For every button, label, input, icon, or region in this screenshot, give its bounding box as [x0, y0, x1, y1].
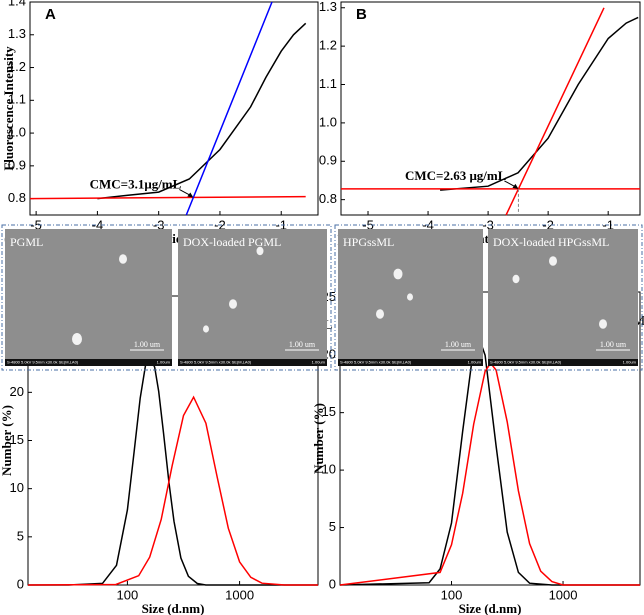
y-axis-label: Fluorescence Intensity: [1, 46, 16, 171]
y-tick-label: 1.2: [319, 38, 337, 53]
info-scale: 1.00um: [312, 360, 326, 365]
y-tick-label: 20: [10, 384, 24, 399]
image-caption: PGML: [10, 235, 43, 249]
plot-frame: [340, 1, 641, 216]
y-tick-label: 5: [17, 528, 24, 543]
y-tick-label: 10: [322, 462, 336, 477]
x-tick-label: 100: [441, 587, 463, 602]
image-caption: HPGssML: [343, 235, 394, 249]
x-tick-label: -4: [92, 217, 104, 232]
info-strip: [488, 359, 638, 366]
x-axis-label: Size (d.nm): [142, 601, 205, 615]
y-tick-label: 10: [10, 480, 24, 495]
particle: [72, 333, 82, 345]
y-tick-label: 15: [322, 404, 336, 419]
info-strip: [338, 359, 483, 366]
y-tick-label: 0: [17, 576, 24, 591]
series-line: [97, 22, 307, 200]
micrograph: [178, 229, 327, 366]
panel-border: [334, 224, 643, 371]
series-line: [440, 16, 639, 191]
annotation: CMC=3.1μg/mL: [90, 176, 182, 191]
info-scale: 1.00um: [623, 360, 637, 365]
plot-frame: [29, 1, 319, 216]
series-line: [505, 7, 605, 216]
x-tick-label: 1000: [549, 587, 578, 602]
info-strip: [178, 359, 327, 366]
y-tick-label: 1.1: [8, 92, 26, 107]
series-line: [29, 195, 306, 200]
arrow-head: [512, 183, 519, 189]
info-scale: 1.00um: [157, 360, 171, 365]
arrow-head: [187, 192, 194, 198]
series-line: [339, 334, 640, 586]
particle: [119, 254, 127, 264]
panel-border: [1, 224, 332, 371]
info-text: S-4800 5.0kV 9.5mm x30.0k SE(M,LA0): [490, 360, 562, 365]
x-tick-label: 100: [117, 587, 139, 602]
scale-bar-label: 1.00 um: [289, 340, 316, 349]
particle: [549, 256, 557, 266]
series-line: [27, 395, 318, 586]
y-tick-label: 0.9: [319, 153, 337, 168]
y-tick-label: 0.9: [8, 157, 26, 172]
particle: [407, 293, 413, 301]
x-tick-label: -5: [30, 217, 42, 232]
particle: [203, 325, 209, 333]
particle: [393, 268, 403, 280]
particle: [512, 274, 520, 284]
y-tick-label: 1.0: [319, 114, 337, 129]
series-line: [28, 353, 318, 586]
particle: [229, 299, 237, 309]
scale-bar-label: 1.00 um: [134, 340, 161, 349]
y-axis-label: Number (%): [311, 403, 326, 474]
info-text: S-4800 5.0kV 9.5mm x30.0k SE(M,LA0): [7, 360, 79, 365]
y-tick-label: 1.2: [8, 59, 26, 74]
particle: [256, 246, 264, 256]
image-caption: DOX-loaded PGML: [183, 235, 281, 249]
panel-label: A: [45, 6, 56, 23]
micrograph: [488, 229, 638, 366]
y-tick-label: 1.3: [8, 26, 26, 41]
micrograph: [5, 229, 172, 366]
info-text: S-4800 5.0kV 9.5mm x30.0k SE(M,LA0): [340, 360, 412, 365]
scale-bar-label: 1.00 um: [600, 340, 627, 349]
y-tick-label: 0: [329, 576, 336, 591]
annotation: CMC=2.63 μg/mL: [405, 168, 507, 183]
y-tick-label: 1.3: [319, 0, 337, 14]
info-strip: [5, 359, 172, 366]
x-tick-label: 1000: [225, 587, 254, 602]
image-caption: DOX-loaded HPGssML: [493, 235, 609, 249]
y-tick-label: 0.8: [8, 190, 26, 205]
y-tick-label: 1.0: [8, 125, 26, 140]
series-line: [185, 1, 273, 216]
y-axis-label: Number (%): [0, 405, 14, 476]
scale-bar-label: 1.00 um: [445, 340, 472, 349]
y-tick-label: 1.4: [8, 0, 26, 8]
y-tick-label: 5: [329, 519, 336, 534]
particle: [599, 319, 607, 329]
y-tick-label: 1.1: [319, 76, 337, 91]
info-text: S-4800 5.0kV 9.5mm x30.0k SE(M,LA0): [180, 360, 252, 365]
panel-label: B: [356, 6, 367, 23]
particle: [376, 309, 384, 319]
info-scale: 1.00um: [468, 360, 482, 365]
y-tick-label: 0.8: [319, 191, 337, 206]
x-axis-label: Size (d.nm): [459, 601, 522, 615]
y-tick-label: 15: [10, 432, 24, 447]
